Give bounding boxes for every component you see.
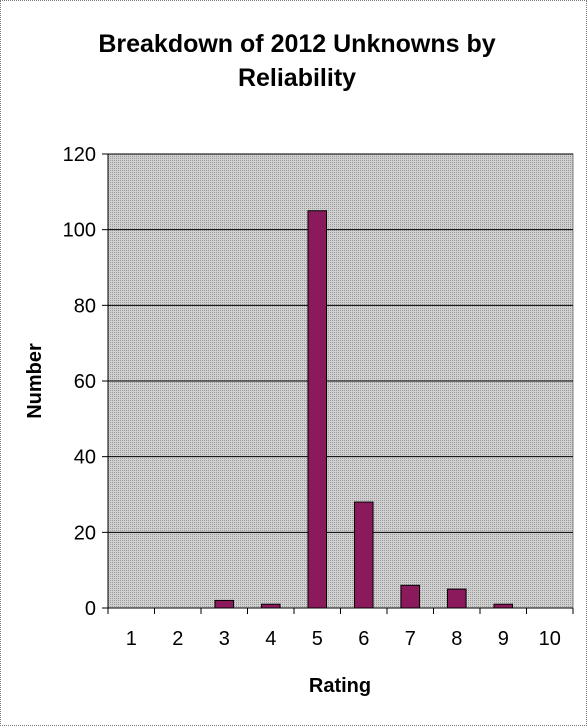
bar-rating-8: [446, 588, 467, 609]
x-tick-label: 5: [312, 628, 323, 650]
y-tick-label: 0: [85, 598, 96, 620]
y-axis-ticks: 0 20 40 60 80 100 120: [63, 144, 108, 620]
y-tick-label: 60: [74, 371, 96, 393]
bar-rating-6: [353, 501, 374, 609]
x-tick-label: 7: [405, 628, 416, 650]
x-tick-label: 6: [358, 628, 369, 650]
x-axis-title: Rating: [309, 675, 371, 697]
x-tick-label: 4: [265, 628, 276, 650]
bar-rating-3: [214, 599, 235, 609]
bar-rating-9: [493, 603, 514, 609]
y-tick-label: 120: [63, 144, 96, 166]
x-tick-label: 1: [126, 628, 137, 650]
gridlines: [108, 153, 573, 533]
x-axis-ticks: 1 2 3 4 5 6 7 8 9 10: [107, 608, 574, 650]
bar-rating-5: [307, 210, 328, 609]
y-axis-title: Number: [24, 343, 46, 419]
x-tick-label: 9: [498, 628, 509, 650]
y-tick-label: 80: [74, 295, 96, 317]
chart-title-line-1: Breakdown of 2012 Unknowns by: [98, 30, 495, 58]
x-tick-label: 8: [451, 628, 462, 650]
x-tick-label: 2: [172, 628, 183, 650]
y-tick-label: 40: [74, 447, 96, 469]
chart-title-line-2: Reliability: [238, 64, 356, 92]
x-tick-label: 10: [539, 628, 561, 650]
bar-rating-4: [260, 603, 281, 609]
bars: [214, 210, 514, 609]
bar-rating-7: [400, 584, 421, 609]
y-tick-label: 100: [63, 220, 96, 242]
y-tick-label: 20: [74, 522, 96, 544]
x-tick-label: 3: [219, 628, 230, 650]
